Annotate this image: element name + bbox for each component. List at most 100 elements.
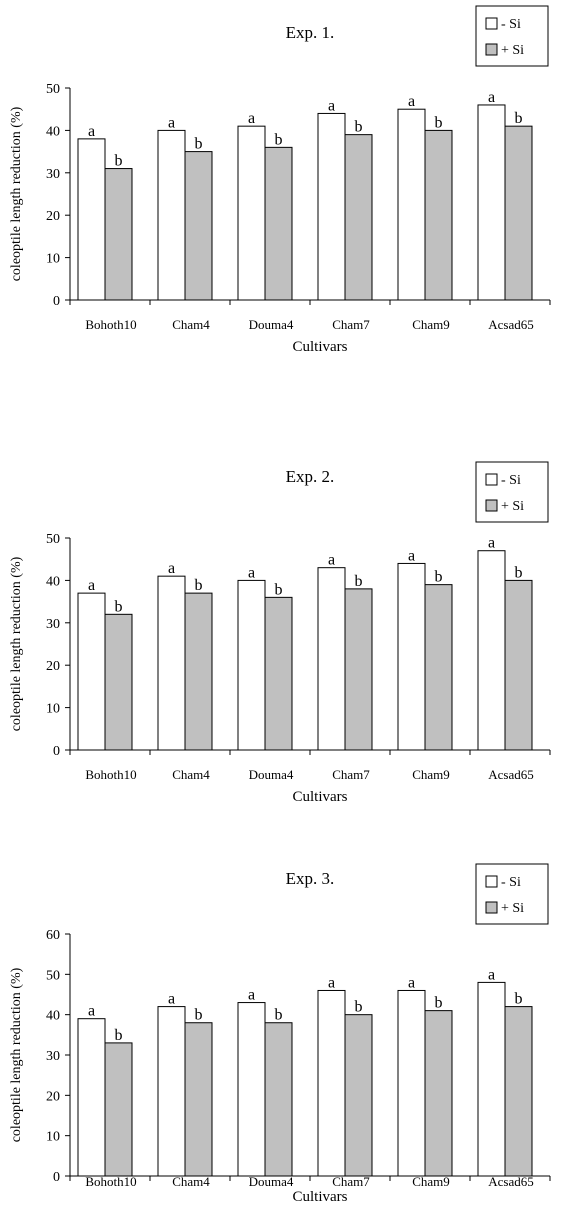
significance-letter: a (488, 89, 495, 106)
y-tick-label: 0 (53, 744, 60, 759)
significance-letter: b (195, 1007, 203, 1024)
bar-plus-si (104, 613, 133, 751)
chart-exp-1: Exp. 1. - Si + Si 0 10 20 30 40 50 a b Bohoth10 a b Ch… (9, 5, 551, 355)
bar-plus-si (344, 1014, 373, 1177)
y-tick-label: 50 (46, 532, 60, 547)
bar-minus-si (477, 104, 506, 301)
bar-plus-si (424, 1010, 453, 1177)
significance-letter: a (88, 1003, 95, 1020)
significance-letter: b (355, 573, 363, 590)
y-tick-label: 20 (46, 1089, 60, 1104)
significance-letter: b (355, 119, 363, 136)
legend-swatch-minus-si (485, 473, 498, 486)
x-tick-label: Cham9 (412, 767, 450, 782)
significance-letter: a (88, 123, 95, 140)
bar-plus-si (504, 125, 533, 301)
bar-minus-si (157, 575, 186, 751)
bar-minus-si (317, 112, 346, 301)
x-tick-label: Bohoth10 (85, 317, 136, 332)
y-tick-label: 50 (46, 82, 60, 97)
chart-title: Exp. 2. (286, 467, 335, 486)
y-tick-label: 0 (53, 1170, 60, 1185)
significance-letter: b (275, 1007, 283, 1024)
bar-plus-si (264, 1022, 293, 1177)
bar-plus-si (264, 596, 293, 751)
significance-letter: b (115, 153, 123, 170)
significance-letter: a (408, 547, 415, 564)
significance-letter: a (488, 966, 495, 983)
x-tick-label: Douma4 (249, 1174, 294, 1189)
y-tick-label: 20 (46, 659, 60, 674)
significance-letter: b (435, 569, 443, 586)
significance-letter: b (115, 598, 123, 615)
bar-plus-si (504, 579, 533, 751)
bar-minus-si (317, 567, 346, 751)
legend-label-plus-si: + Si (501, 901, 524, 916)
legend-label-plus-si: + Si (501, 499, 524, 514)
legend-swatch-minus-si (485, 17, 498, 30)
bar-minus-si (237, 125, 266, 301)
y-tick-label: 30 (46, 617, 60, 632)
significance-letter: a (168, 991, 175, 1008)
x-tick-label: Cham7 (332, 767, 370, 782)
legend-label-plus-si: + Si (501, 43, 524, 58)
x-tick-label: Cham4 (172, 317, 210, 332)
bar-minus-si (477, 550, 506, 751)
significance-letter: a (328, 974, 335, 991)
bar-minus-si (237, 579, 266, 751)
x-axis-title: Cultivars (293, 789, 348, 805)
bar-minus-si (157, 1006, 186, 1177)
y-tick-label: 50 (46, 968, 60, 983)
bar-plus-si (184, 592, 213, 751)
x-tick-label: Cham7 (332, 317, 370, 332)
y-tick-label: 30 (46, 167, 60, 182)
bar-plus-si (504, 1006, 533, 1177)
legend-box (475, 5, 549, 67)
significance-letter: b (355, 999, 363, 1016)
bar-minus-si (397, 989, 426, 1177)
legend-box (475, 863, 549, 925)
bar-minus-si (397, 562, 426, 751)
bar-plus-si (344, 588, 373, 751)
significance-letter: b (275, 581, 283, 598)
y-tick-label: 60 (46, 928, 60, 943)
x-tick-label: Acsad65 (488, 1174, 534, 1189)
y-tick-label: 40 (46, 574, 60, 589)
legend-swatch-plus-si (485, 43, 498, 56)
bar-plus-si (184, 1022, 213, 1177)
bar-minus-si (397, 108, 426, 301)
x-tick-label: Douma4 (249, 767, 294, 782)
significance-letter: b (515, 564, 523, 581)
chart-panel-3: Exp. 3. - Si + Si 0 10 20 30 40 50 60 a b Bohoth10 a b… (0, 808, 561, 1205)
legend-label-minus-si: - Si (501, 473, 521, 488)
legend-label-minus-si: - Si (501, 875, 521, 890)
significance-letter: a (328, 97, 335, 114)
bar-plus-si (104, 168, 133, 301)
y-tick-label: 10 (46, 1130, 60, 1145)
legend-swatch-minus-si (485, 875, 498, 888)
bar-minus-si (157, 129, 186, 301)
x-tick-label: Cham9 (412, 317, 450, 332)
y-axis-title: coleoptile length reduction (%) (9, 556, 24, 731)
significance-letter: a (88, 577, 95, 594)
bar-plus-si (184, 151, 213, 301)
x-tick-label: Cham4 (172, 767, 210, 782)
legend-swatch-plus-si (485, 901, 498, 914)
legend-box (475, 461, 549, 523)
legend-label-minus-si: - Si (501, 17, 521, 32)
significance-letter: b (435, 114, 443, 131)
chart-exp-2: Exp. 2. - Si + Si 0 10 20 30 40 50 a b Bohoth10 a b Ch… (9, 461, 551, 805)
bar-minus-si (317, 989, 346, 1177)
y-axis-title: coleoptile length reduction (%) (9, 967, 24, 1142)
y-tick-label: 40 (46, 1009, 60, 1024)
y-tick-label: 0 (53, 294, 60, 309)
y-tick-label: 30 (46, 1049, 60, 1064)
significance-letter: a (248, 564, 255, 581)
y-axis-title: coleoptile length reduction (%) (9, 106, 24, 281)
chart-panel-1: Exp. 1. - Si + Si 0 10 20 30 40 50 a b Bohoth10 a b Ch… (0, 0, 561, 372)
significance-letter: b (515, 991, 523, 1008)
bar-plus-si (424, 584, 453, 751)
significance-letter: a (408, 974, 415, 991)
bar-plus-si (104, 1042, 133, 1177)
significance-letter: a (168, 560, 175, 577)
